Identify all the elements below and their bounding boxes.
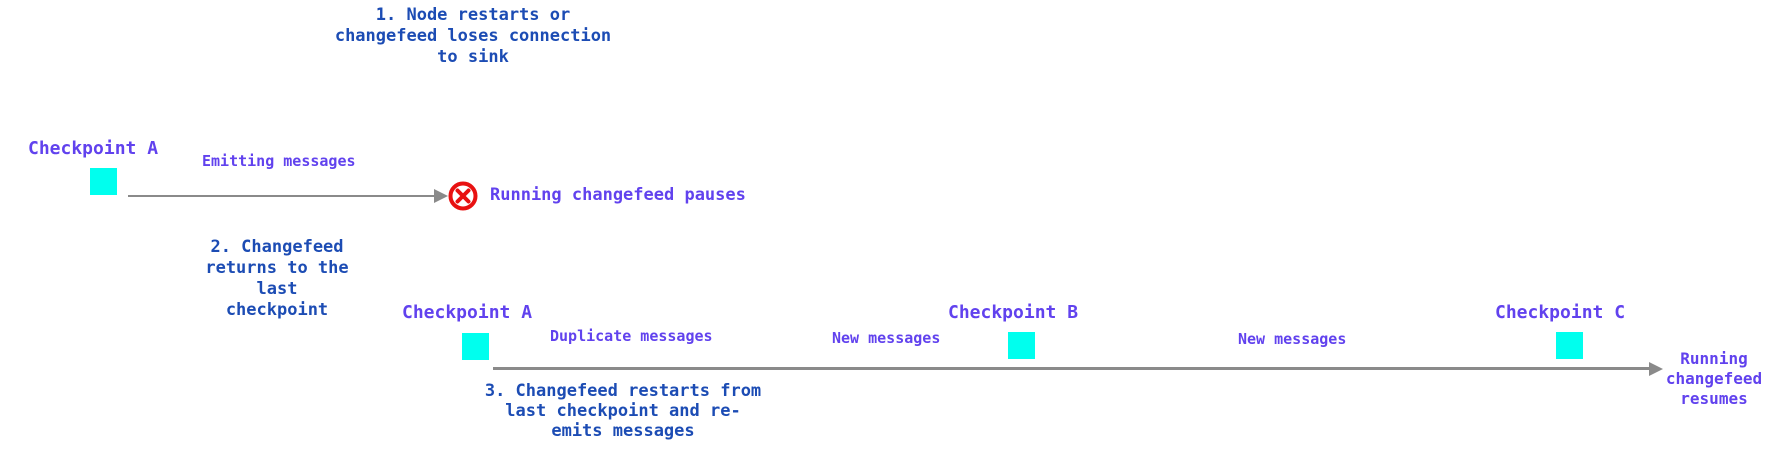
running-changefeed-pauses-label: Running changefeed pauses: [490, 185, 746, 205]
annotation-line: last: [256, 279, 298, 299]
annotation-line: last checkpoint and re-: [505, 401, 741, 421]
checkpoint-a2-marker: [462, 333, 489, 360]
arrowhead-icon: [434, 189, 448, 203]
step3-annotation: 3. Changefeed restarts from last checkpo…: [472, 381, 774, 441]
annotation-line: 1. Node restarts or: [375, 5, 571, 25]
emitting-messages-label: Emitting messages: [202, 152, 356, 170]
annotation-line: emits messages: [551, 421, 695, 441]
checkpoint-a-marker: [90, 168, 117, 195]
timeline-2-line: [493, 367, 1649, 370]
checkpoint-c-label: Checkpoint C: [1495, 302, 1626, 323]
step2-annotation: 2. Changefeed returns to the last checkp…: [177, 237, 377, 321]
step1-annotation: 1. Node restarts or changefeed loses con…: [332, 5, 614, 68]
checkpoint-c-marker: [1556, 332, 1583, 359]
annotation-line: 3. Changefeed restarts from: [484, 381, 762, 401]
new-messages-label-2: New messages: [1238, 330, 1347, 348]
timeline-1-line: [128, 195, 434, 197]
checkpoint-b-label: Checkpoint B: [948, 302, 1079, 323]
duplicate-messages-label: Duplicate messages: [550, 327, 713, 345]
checkpoint-a2-label: Checkpoint A: [402, 302, 533, 323]
annotation-line: 2. Changefeed: [210, 237, 344, 257]
running-changefeed-resumes-label: Running changefeed resumes: [1665, 349, 1763, 408]
annotation-line: to sink: [437, 47, 509, 67]
checkpoint-b-marker: [1008, 332, 1035, 359]
annotation-line: returns to the: [205, 258, 349, 278]
annotation-line: checkpoint: [225, 300, 329, 320]
cancel-x-circle-icon: [448, 181, 478, 211]
new-messages-label-1: New messages: [832, 329, 941, 347]
annotation-line: changefeed loses connection: [334, 26, 612, 46]
checkpoint-a-label: Checkpoint A: [28, 138, 159, 159]
arrowhead-icon: [1649, 362, 1663, 376]
